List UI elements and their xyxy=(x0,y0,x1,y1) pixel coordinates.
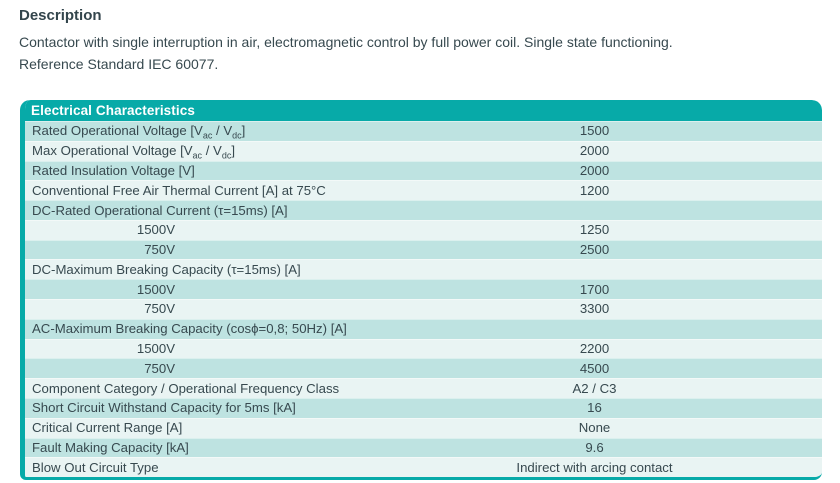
row-label-text: Max Operational Voltage [V xyxy=(32,143,193,159)
table-header: Electrical Characteristics xyxy=(25,100,822,121)
table-header-label: Electrical Characteristics xyxy=(31,103,195,118)
table-row: 750V 2500 xyxy=(25,239,822,260)
row-label-text: ] xyxy=(241,123,246,139)
row-label: Component Category / Operational Frequen… xyxy=(32,380,340,396)
table-row: DC-Rated Operational Current (τ=15ms) [A… xyxy=(25,200,822,220)
row-label-text: / V xyxy=(202,143,222,159)
row-value: Indirect with arcing contact xyxy=(516,459,673,475)
row-label: Rated Operational Voltage [Vac / Vdc] xyxy=(25,123,367,142)
row-label: Rated Insulation Voltage [V] xyxy=(32,162,195,178)
row-value: 2500 xyxy=(579,242,610,258)
row-label-subscript: ac xyxy=(202,131,213,142)
table-row: Rated Operational Voltage [Vac / Vdc] 150… xyxy=(25,121,822,141)
row-label-subscript: ac xyxy=(192,150,203,161)
row-label: DC-Maximum Breaking Capacity (τ=15ms) [A… xyxy=(32,261,301,277)
row-label: 1500V xyxy=(136,281,175,297)
row-value: 1200 xyxy=(579,182,610,198)
row-value: 1500 xyxy=(579,123,610,139)
table-row: Blow Out Circuit Type Indirect with arcin… xyxy=(25,457,822,477)
description-title: Description xyxy=(19,7,102,24)
table-row: 750V 4500 xyxy=(25,358,822,379)
table-row: 1500V 1250 xyxy=(25,219,822,240)
row-value: A2 / C3 xyxy=(572,380,617,396)
description-line-2: Reference Standard IEC 60077. xyxy=(19,56,219,72)
row-label-text: ] xyxy=(231,143,236,159)
table-row: Critical Current Range [A] None xyxy=(25,417,822,438)
row-value: 9.6 xyxy=(585,439,604,455)
row-label: 750V xyxy=(144,301,175,317)
row-value: 16 xyxy=(587,400,602,416)
row-label: DC-Rated Operational Current (τ=15ms) [A… xyxy=(32,202,288,218)
row-value: None xyxy=(578,420,611,436)
row-label: 750V xyxy=(144,360,175,376)
row-label-text: Rated Operational Voltage [V xyxy=(32,123,203,139)
table-row: DC-Maximum Breaking Capacity (τ=15ms) [A… xyxy=(25,259,822,280)
row-label: 750V xyxy=(144,242,175,258)
table-row: AC-Maximum Breaking Capacity (cosϕ=0,8; … xyxy=(25,318,822,339)
table-rows: Rated Operational Voltage [Vac / Vdc] 150… xyxy=(25,121,822,477)
description-line-1: Contactor with single interruption in ai… xyxy=(19,34,673,50)
row-label-subscript: dc xyxy=(221,150,232,161)
row-value: 4500 xyxy=(579,360,610,376)
table-row: Component Category / Operational Frequen… xyxy=(25,378,822,398)
row-value: 2000 xyxy=(579,143,610,159)
row-label-text: / V xyxy=(212,123,233,139)
description-section: Description Contactor with single interr… xyxy=(19,7,819,75)
row-value: 1700 xyxy=(579,281,610,297)
row-label: Blow Out Circuit Type xyxy=(32,459,159,475)
row-label-subscript: dc xyxy=(232,131,242,142)
row-label: 1500V xyxy=(136,222,175,238)
table-row: 1500V 1700 xyxy=(25,279,822,300)
row-label: Max Operational Voltage [Vac / Vdc] xyxy=(25,143,367,161)
row-label: Short Circuit Withstand Capacity for 5ms… xyxy=(32,400,296,416)
row-label: 1500V xyxy=(136,340,175,356)
row-value: 2000 xyxy=(579,162,610,178)
table-row: Fault Making Capacity [kA] 9.6 xyxy=(25,437,822,458)
row-value: 2200 xyxy=(579,340,610,356)
row-label: Critical Current Range [A] xyxy=(32,420,183,436)
row-value: 1250 xyxy=(579,222,610,238)
table-row: 750V 3300 xyxy=(25,299,822,319)
row-value: 3300 xyxy=(579,301,610,317)
row-label: Conventional Free Air Thermal Current [A… xyxy=(32,182,326,198)
table-row: Max Operational Voltage [Vac / Vdc] 2000 xyxy=(25,140,822,161)
table-row: Conventional Free Air Thermal Current [A… xyxy=(25,180,822,201)
table-row: 1500V 2200 xyxy=(25,338,822,359)
table-row: Short Circuit Withstand Capacity for 5ms… xyxy=(25,397,822,418)
row-label: AC-Maximum Breaking Capacity (cosϕ=0,8; … xyxy=(32,321,347,337)
table-row: Rated Insulation Voltage [V] 2000 xyxy=(25,160,822,181)
row-label: Fault Making Capacity [kA] xyxy=(32,439,189,455)
electrical-characteristics-table: Electrical Characteristics Rated Operati… xyxy=(20,100,822,480)
